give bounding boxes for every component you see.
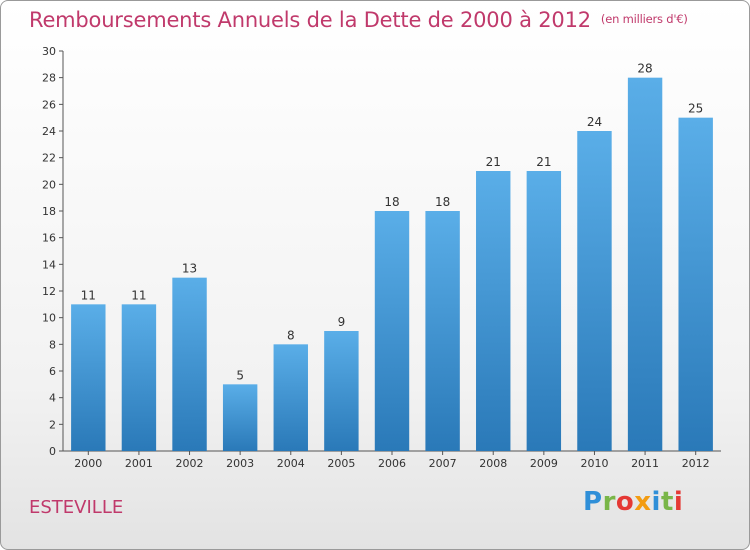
bar-value-label: 9	[338, 315, 346, 329]
bar-value-label: 21	[536, 155, 551, 169]
logo-letter: o	[615, 487, 635, 517]
y-tick-label: 8	[49, 338, 56, 351]
y-tick-label: 0	[49, 445, 56, 458]
commune-name: ESTEVILLE	[29, 497, 124, 518]
y-tick-label: 2	[49, 418, 56, 431]
bar	[627, 77, 663, 452]
x-tick-label: 2000	[74, 457, 102, 470]
bar	[222, 384, 258, 451]
bar-value-label: 5	[236, 368, 244, 382]
x-tick-label: 2012	[682, 457, 710, 470]
bar-value-label: 11	[81, 288, 96, 302]
bar	[425, 211, 460, 451]
chart-title-text: Remboursements Annuels de la Dette de 20…	[29, 8, 591, 32]
bar-value-label: 25	[688, 102, 703, 116]
logo-letter: i	[673, 487, 684, 517]
bar-value-label: 11	[131, 288, 146, 302]
bar	[476, 171, 511, 451]
bar	[526, 171, 562, 451]
y-tick-label: 24	[42, 125, 56, 138]
y-tick-label: 4	[49, 392, 56, 405]
x-tick-label: 2008	[479, 457, 507, 470]
bar	[273, 344, 308, 451]
bar-value-label: 21	[486, 155, 501, 169]
y-tick-label: 12	[42, 285, 56, 298]
logo-letter: r	[602, 487, 616, 517]
bar	[172, 277, 207, 451]
x-tick-label: 2002	[176, 457, 204, 470]
chart-title: Remboursements Annuels de la Dette de 20…	[29, 8, 688, 32]
bar-value-label: 18	[435, 195, 450, 209]
x-tick-label: 2006	[378, 457, 406, 470]
x-tick-label: 2003	[226, 457, 254, 470]
logo-letter: x	[634, 487, 652, 517]
logo-letter: P	[583, 487, 603, 517]
bar	[324, 331, 359, 451]
x-tick-label: 2005	[327, 457, 355, 470]
y-tick-label: 22	[42, 152, 56, 165]
chart-unit: (en milliers d'€)	[600, 12, 688, 26]
bar-value-label: 28	[637, 62, 652, 76]
bar	[374, 211, 410, 451]
bar-value-label: 13	[182, 262, 197, 276]
x-tick-label: 2004	[277, 457, 305, 470]
bar-value-label: 8	[287, 328, 295, 342]
y-tick-label: 28	[42, 72, 56, 85]
chart-bars: 11 11 13 5 8 9 18 18 21 21 24 28 25	[71, 62, 713, 452]
y-tick-label: 18	[42, 205, 56, 218]
y-tick-label: 6	[49, 365, 56, 378]
bar	[678, 117, 713, 452]
y-tick-label: 26	[42, 98, 56, 111]
y-tick-label: 16	[42, 232, 56, 245]
x-tick-label: 2009	[530, 457, 558, 470]
bar-value-label: 18	[384, 195, 399, 209]
logo-letter: t	[660, 487, 674, 517]
x-tick-label: 2010	[580, 457, 608, 470]
y-tick-label: 14	[42, 258, 56, 271]
proxiti-logo[interactable]: Proxiti	[583, 487, 683, 517]
x-tick-label: 2007	[429, 457, 457, 470]
y-tick-label: 10	[42, 312, 56, 325]
x-tick-label: 2011	[631, 457, 659, 470]
bar	[121, 304, 157, 451]
logo-letter: i	[651, 487, 661, 517]
y-tick-label: 30	[42, 45, 56, 58]
y-tick-label: 20	[42, 178, 56, 191]
x-tick-label: 2001	[125, 457, 153, 470]
bar	[71, 304, 106, 451]
bar-value-label: 24	[587, 115, 602, 129]
bar	[577, 131, 612, 451]
